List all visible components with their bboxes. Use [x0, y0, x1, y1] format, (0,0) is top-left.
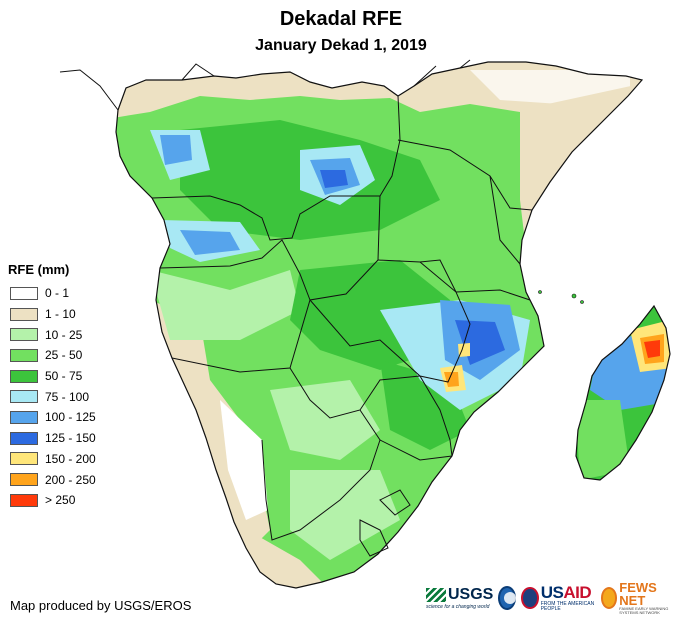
legend-item: 25 - 50 [8, 345, 96, 366]
legend-item: 1 - 10 [8, 304, 96, 325]
light-rain-botswana [270, 380, 380, 460]
mainland-rainfall [116, 62, 642, 588]
legend-swatch [10, 390, 38, 404]
legend-swatch [10, 369, 38, 383]
mad-moderate [576, 400, 630, 480]
legend-label: 150 - 200 [45, 451, 96, 466]
legend-item: 50 - 75 [8, 366, 96, 387]
legend-item: 10 - 25 [8, 324, 96, 345]
light-rain-southafrica [290, 470, 400, 560]
fews-net-text: FEWS NET [619, 580, 657, 608]
fews-net-icon [600, 587, 618, 609]
no-rain-namib [220, 400, 268, 520]
legend-label: 1 - 10 [45, 307, 76, 322]
heavy-patch-gabon [180, 230, 240, 255]
fews-net-tagline: FAMINE EARLY WARNING SYSTEMS NETWORK [619, 606, 669, 615]
legend-item: 150 - 200 [8, 449, 96, 470]
usgs-waves-icon [426, 587, 446, 602]
legend-swatch [10, 307, 38, 321]
legend-swatch [10, 286, 38, 300]
legend-item: 100 - 125 [8, 407, 96, 428]
legend-label: 75 - 100 [45, 389, 90, 404]
usaid-tagline: FROM THE AMERICAN PEOPLE [540, 601, 595, 612]
dry-zone-horn [520, 84, 640, 250]
extreme-core-mozambique [444, 372, 459, 387]
mad-peak [644, 340, 660, 358]
madagascar-rainfall [576, 306, 670, 480]
legend-label: 10 - 25 [45, 327, 83, 342]
legend-swatch [10, 410, 38, 424]
legend-swatch [10, 493, 38, 507]
usgs-logo-text: USGS [448, 585, 494, 603]
heavy-patch-cameroon [160, 135, 192, 165]
fews-net-logo: FEWS NET FAMINE EARLY WARNING SYSTEMS NE… [600, 580, 682, 615]
legend-label: > 250 [45, 493, 76, 508]
legend-swatch [10, 473, 38, 487]
credit-text: Map produced by USGS/EROS [10, 598, 192, 613]
usaid-aid-text: AID [563, 583, 592, 602]
legend-swatch [10, 328, 38, 342]
veryheavy-patch-congo [320, 170, 348, 188]
map-title: Dekadal RFE [279, 8, 403, 30]
usgs-logo: USGS science for a changing world [426, 585, 494, 610]
usaid-logo: USAID FROM THE AMERICAN PEOPLE [521, 584, 595, 612]
legend-label: 100 - 125 [45, 410, 96, 425]
legend-label: 0 - 1 [45, 286, 70, 301]
legend-label: 25 - 50 [45, 348, 83, 363]
country-borders [59, 59, 671, 589]
usgs-tagline: science for a changing world [426, 603, 490, 610]
legend-items: 0 - 1 1 - 10 10 - 25 25 - 50 50 - 75 75 - 100… [8, 283, 96, 511]
legend-item: 200 - 250 [8, 469, 96, 490]
usaid-seal-icon [521, 587, 539, 609]
legend-item: 75 - 100 [8, 386, 96, 407]
noaa-logo-icon [498, 586, 517, 610]
legend-label: 50 - 75 [45, 369, 83, 384]
usaid-us-text: US [540, 583, 564, 602]
legend-swatch [10, 431, 38, 445]
legend-label: 125 - 150 [45, 431, 96, 446]
legend: RFE (mm) 0 - 1 1 - 10 10 - 25 25 - 50 50 - 7… [8, 262, 96, 511]
legend-item: 125 - 150 [8, 428, 96, 449]
legend-title: RFE (mm) [8, 262, 70, 277]
legend-item: 0 - 1 [8, 283, 96, 304]
legend-swatch [10, 452, 38, 466]
small-islands [538, 290, 584, 304]
legend-item: > 250 [8, 490, 96, 511]
legend-label: 200 - 250 [45, 472, 96, 487]
map-subtitle: January Dekad 1, 2019 [255, 37, 427, 54]
agency-logos: USGS science for a changing world USAID … [426, 581, 682, 615]
light-rain-angola [150, 270, 300, 340]
legend-swatch [10, 348, 38, 362]
